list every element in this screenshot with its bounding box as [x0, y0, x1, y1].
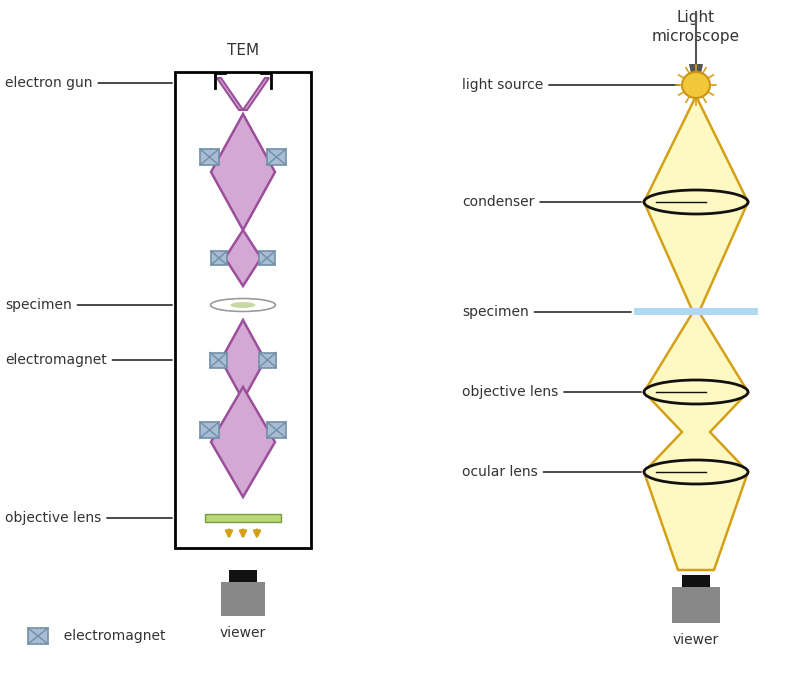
FancyBboxPatch shape [210, 353, 227, 367]
Text: electromagnet: electromagnet [55, 629, 165, 643]
Text: TEM: TEM [227, 43, 259, 58]
FancyBboxPatch shape [229, 570, 257, 582]
Text: viewer: viewer [673, 633, 719, 647]
Ellipse shape [644, 380, 748, 404]
Polygon shape [644, 472, 748, 570]
FancyBboxPatch shape [672, 587, 720, 623]
FancyBboxPatch shape [634, 308, 758, 315]
Polygon shape [221, 320, 265, 400]
Text: light source: light source [462, 78, 679, 92]
Polygon shape [225, 230, 261, 286]
FancyBboxPatch shape [175, 72, 311, 548]
FancyBboxPatch shape [259, 353, 276, 367]
FancyBboxPatch shape [682, 575, 710, 587]
FancyBboxPatch shape [200, 149, 219, 165]
Ellipse shape [682, 72, 710, 98]
Text: objective lens: objective lens [462, 385, 642, 399]
FancyBboxPatch shape [221, 582, 265, 616]
FancyBboxPatch shape [211, 251, 227, 265]
FancyBboxPatch shape [267, 149, 286, 165]
Text: ocular lens: ocular lens [462, 465, 642, 479]
Ellipse shape [230, 302, 256, 308]
Polygon shape [211, 387, 275, 497]
Text: specimen: specimen [462, 305, 631, 319]
FancyBboxPatch shape [28, 628, 48, 644]
Text: specimen: specimen [5, 298, 172, 312]
Text: electron gun: electron gun [5, 76, 172, 90]
Text: objective lens: objective lens [5, 511, 172, 525]
Ellipse shape [644, 190, 748, 214]
Polygon shape [644, 96, 748, 202]
Text: Light
microscope: Light microscope [652, 10, 740, 43]
Text: electromagnet: electromagnet [5, 353, 172, 367]
Polygon shape [644, 392, 748, 472]
Ellipse shape [644, 460, 748, 484]
Polygon shape [644, 202, 748, 312]
Polygon shape [689, 64, 703, 74]
Text: condenser: condenser [462, 195, 642, 209]
Ellipse shape [210, 298, 276, 311]
FancyBboxPatch shape [267, 422, 286, 438]
FancyBboxPatch shape [205, 514, 281, 522]
Polygon shape [644, 312, 748, 392]
Polygon shape [217, 78, 243, 110]
Polygon shape [243, 78, 269, 110]
FancyBboxPatch shape [259, 251, 275, 265]
FancyBboxPatch shape [200, 422, 219, 438]
Text: viewer: viewer [220, 626, 266, 640]
Polygon shape [211, 114, 275, 230]
